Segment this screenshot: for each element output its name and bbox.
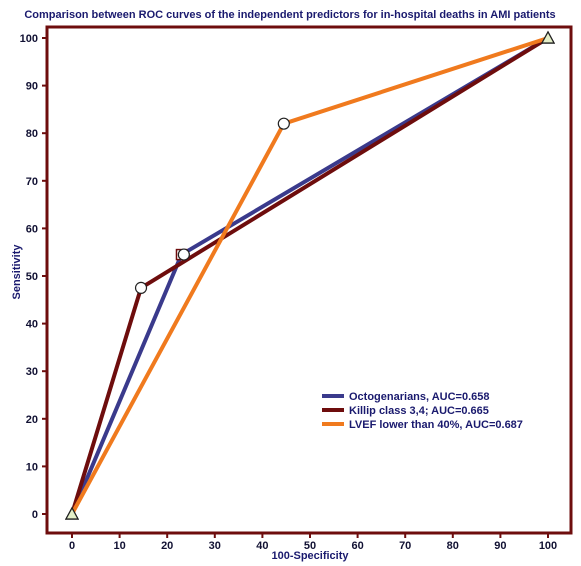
series-2-point bbox=[540, 30, 556, 44]
legend-label-1: Killip class 3,4; AUC=0.665 bbox=[349, 405, 489, 417]
x-tick-label: 70 bbox=[399, 540, 411, 552]
legend-label-0: Octogenarians, AUC=0.658 bbox=[349, 391, 490, 403]
x-tick-label: 0 bbox=[69, 540, 75, 552]
legend-label-2: LVEF lower than 40%, AUC=0.687 bbox=[349, 419, 523, 431]
y-tick-label: 0 bbox=[32, 509, 38, 521]
extra-point bbox=[177, 248, 190, 261]
series-2-point bbox=[64, 506, 80, 520]
y-tick-label: 70 bbox=[26, 176, 38, 188]
chart-title: Comparison between ROC curves of the ind… bbox=[24, 9, 555, 21]
y-tick-label: 100 bbox=[20, 33, 38, 45]
x-tick-label: 30 bbox=[209, 540, 221, 552]
x-tick-label: 100 bbox=[539, 540, 557, 552]
series-markers bbox=[64, 30, 556, 520]
y-tick-label: 20 bbox=[26, 414, 38, 426]
y-tick-label: 10 bbox=[26, 461, 38, 473]
x-tick-label: 40 bbox=[256, 540, 268, 552]
y-tick-label: 60 bbox=[26, 223, 38, 235]
x-tick-label: 20 bbox=[161, 540, 173, 552]
y-tick-label: 30 bbox=[26, 366, 38, 378]
x-tick-label: 10 bbox=[113, 540, 125, 552]
series-2-point bbox=[277, 117, 290, 130]
y-axis-label: Sensitivity bbox=[11, 244, 23, 300]
x-tick-label: 80 bbox=[447, 540, 459, 552]
x-axis-ticks: 0 10 20 30 40 50 60 70 80 90 100 bbox=[69, 533, 557, 552]
y-tick-label: 90 bbox=[26, 81, 38, 93]
x-tick-label: 60 bbox=[351, 540, 363, 552]
series-1-point bbox=[134, 281, 148, 294]
x-axis-label: 100-Specificity bbox=[271, 550, 349, 562]
y-axis-ticks: 0 10 20 30 40 50 60 70 80 90 100 bbox=[20, 33, 47, 521]
x-tick-label: 90 bbox=[494, 540, 506, 552]
legend: Octogenarians, AUC=0.658 Killip class 3,4… bbox=[322, 391, 523, 431]
y-tick-label: 40 bbox=[26, 319, 38, 331]
y-tick-label: 80 bbox=[26, 128, 38, 140]
x-tick-label: 50 bbox=[304, 540, 316, 552]
y-tick-label: 50 bbox=[26, 271, 38, 283]
